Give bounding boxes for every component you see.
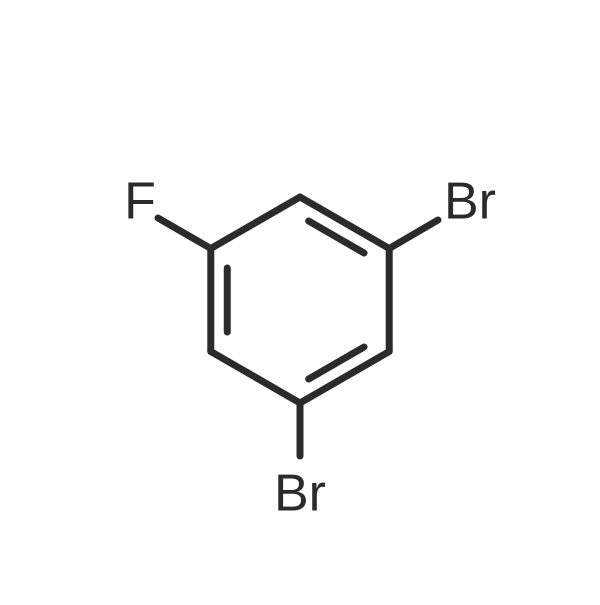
substituent-bond — [158, 218, 211, 249]
chemical-structure-svg: F Br Br — [0, 0, 600, 600]
ring-bond — [211, 352, 300, 404]
substituent-bond — [389, 220, 438, 249]
atom-label-br: Br — [444, 173, 496, 231]
atom-label-br: Br — [274, 465, 326, 523]
ring-bond — [211, 197, 300, 249]
atom-label-f: F — [124, 173, 156, 231]
